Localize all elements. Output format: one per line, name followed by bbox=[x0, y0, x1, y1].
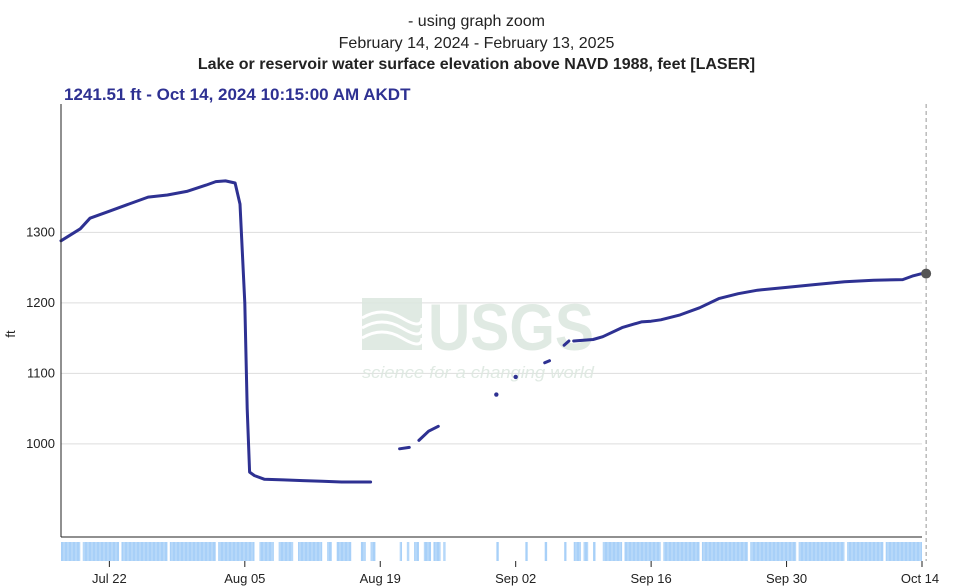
y-axis-label: ft bbox=[3, 330, 18, 338]
x-tick-label: Sep 02 bbox=[495, 571, 536, 586]
y-tick-label: 1000 bbox=[26, 436, 55, 451]
availability-bar[interactable] bbox=[798, 542, 845, 561]
availability-bar[interactable] bbox=[847, 542, 884, 561]
y-tick-label: 1200 bbox=[26, 295, 55, 310]
y-axis-tick-labels: 1000 1100 1200 1300 bbox=[26, 224, 55, 451]
availability-bar[interactable] bbox=[544, 542, 548, 561]
data-point bbox=[513, 374, 518, 380]
availability-bar[interactable] bbox=[564, 542, 567, 561]
y-tick-label: 1300 bbox=[26, 224, 55, 239]
y-gridlines bbox=[61, 231, 922, 445]
availability-bar[interactable] bbox=[327, 542, 332, 561]
x-tick-label: Sep 16 bbox=[631, 571, 672, 586]
availability-bar[interactable] bbox=[624, 542, 661, 561]
series-line-segment bbox=[543, 359, 551, 365]
hover-point-marker bbox=[921, 268, 932, 279]
series-line-segment bbox=[417, 424, 440, 442]
x-axis-ticks: Jul 22 Aug 05 Aug 19 Sep 02 Sep 16 Sep 30 Oct … bbox=[92, 561, 939, 586]
y-tick-label: 1100 bbox=[27, 365, 55, 380]
availability-bar[interactable] bbox=[360, 542, 366, 561]
availability-bar[interactable] bbox=[593, 542, 596, 561]
availability-bar[interactable] bbox=[701, 542, 748, 561]
availability-bar[interactable] bbox=[602, 542, 623, 561]
data-availability-strip[interactable] bbox=[61, 542, 922, 561]
availability-bar[interactable] bbox=[121, 542, 168, 561]
availability-bar[interactable] bbox=[583, 542, 589, 561]
series-line-segment bbox=[572, 272, 924, 343]
hover-value-readout: 1241.51 ft - Oct 14, 2024 10:15:00 AM AK… bbox=[64, 85, 411, 104]
series-line-segment bbox=[562, 339, 571, 347]
availability-bar[interactable] bbox=[278, 542, 294, 561]
availability-bar[interactable] bbox=[61, 542, 81, 561]
usgs-tagline: science for a changing world bbox=[362, 363, 595, 382]
availability-bar[interactable] bbox=[298, 542, 323, 561]
chart-parameter-title: Lake or reservoir water surface elevatio… bbox=[197, 56, 756, 73]
availability-bar[interactable] bbox=[573, 542, 581, 561]
x-tick-label: Sep 30 bbox=[766, 571, 807, 586]
series-line-segment bbox=[59, 179, 373, 484]
x-tick-label: Jul 22 bbox=[92, 571, 127, 586]
availability-bar[interactable] bbox=[443, 542, 446, 561]
availability-bar[interactable] bbox=[259, 542, 274, 561]
availability-bar[interactable] bbox=[370, 542, 376, 561]
x-tick-label: Aug 19 bbox=[360, 571, 401, 586]
data-point bbox=[494, 392, 499, 397]
x-tick-label: Oct 14 bbox=[901, 571, 939, 586]
availability-bar[interactable] bbox=[525, 542, 528, 561]
series-line-segment bbox=[398, 445, 411, 451]
chart-date-range: February 14, 2024 - February 13, 2025 bbox=[338, 35, 615, 52]
availability-bar[interactable] bbox=[423, 542, 432, 561]
elevation-series bbox=[59, 179, 924, 484]
availability-bar[interactable] bbox=[169, 542, 216, 561]
chart-title-line1: - using graph zoom bbox=[408, 13, 545, 30]
usgs-watermark: USGS science for a changing world bbox=[361, 290, 595, 382]
availability-bar[interactable] bbox=[663, 542, 700, 561]
x-tick-label: Aug 05 bbox=[224, 571, 265, 586]
usgs-logo-mark bbox=[361, 298, 424, 350]
availability-bar[interactable] bbox=[414, 542, 419, 561]
availability-bar[interactable] bbox=[496, 542, 499, 561]
availability-bar[interactable] bbox=[750, 542, 797, 561]
availability-bar[interactable] bbox=[218, 542, 255, 561]
usgs-logo-text: USGS bbox=[428, 290, 594, 364]
availability-bar[interactable] bbox=[433, 542, 441, 561]
availability-bar[interactable] bbox=[399, 542, 403, 561]
